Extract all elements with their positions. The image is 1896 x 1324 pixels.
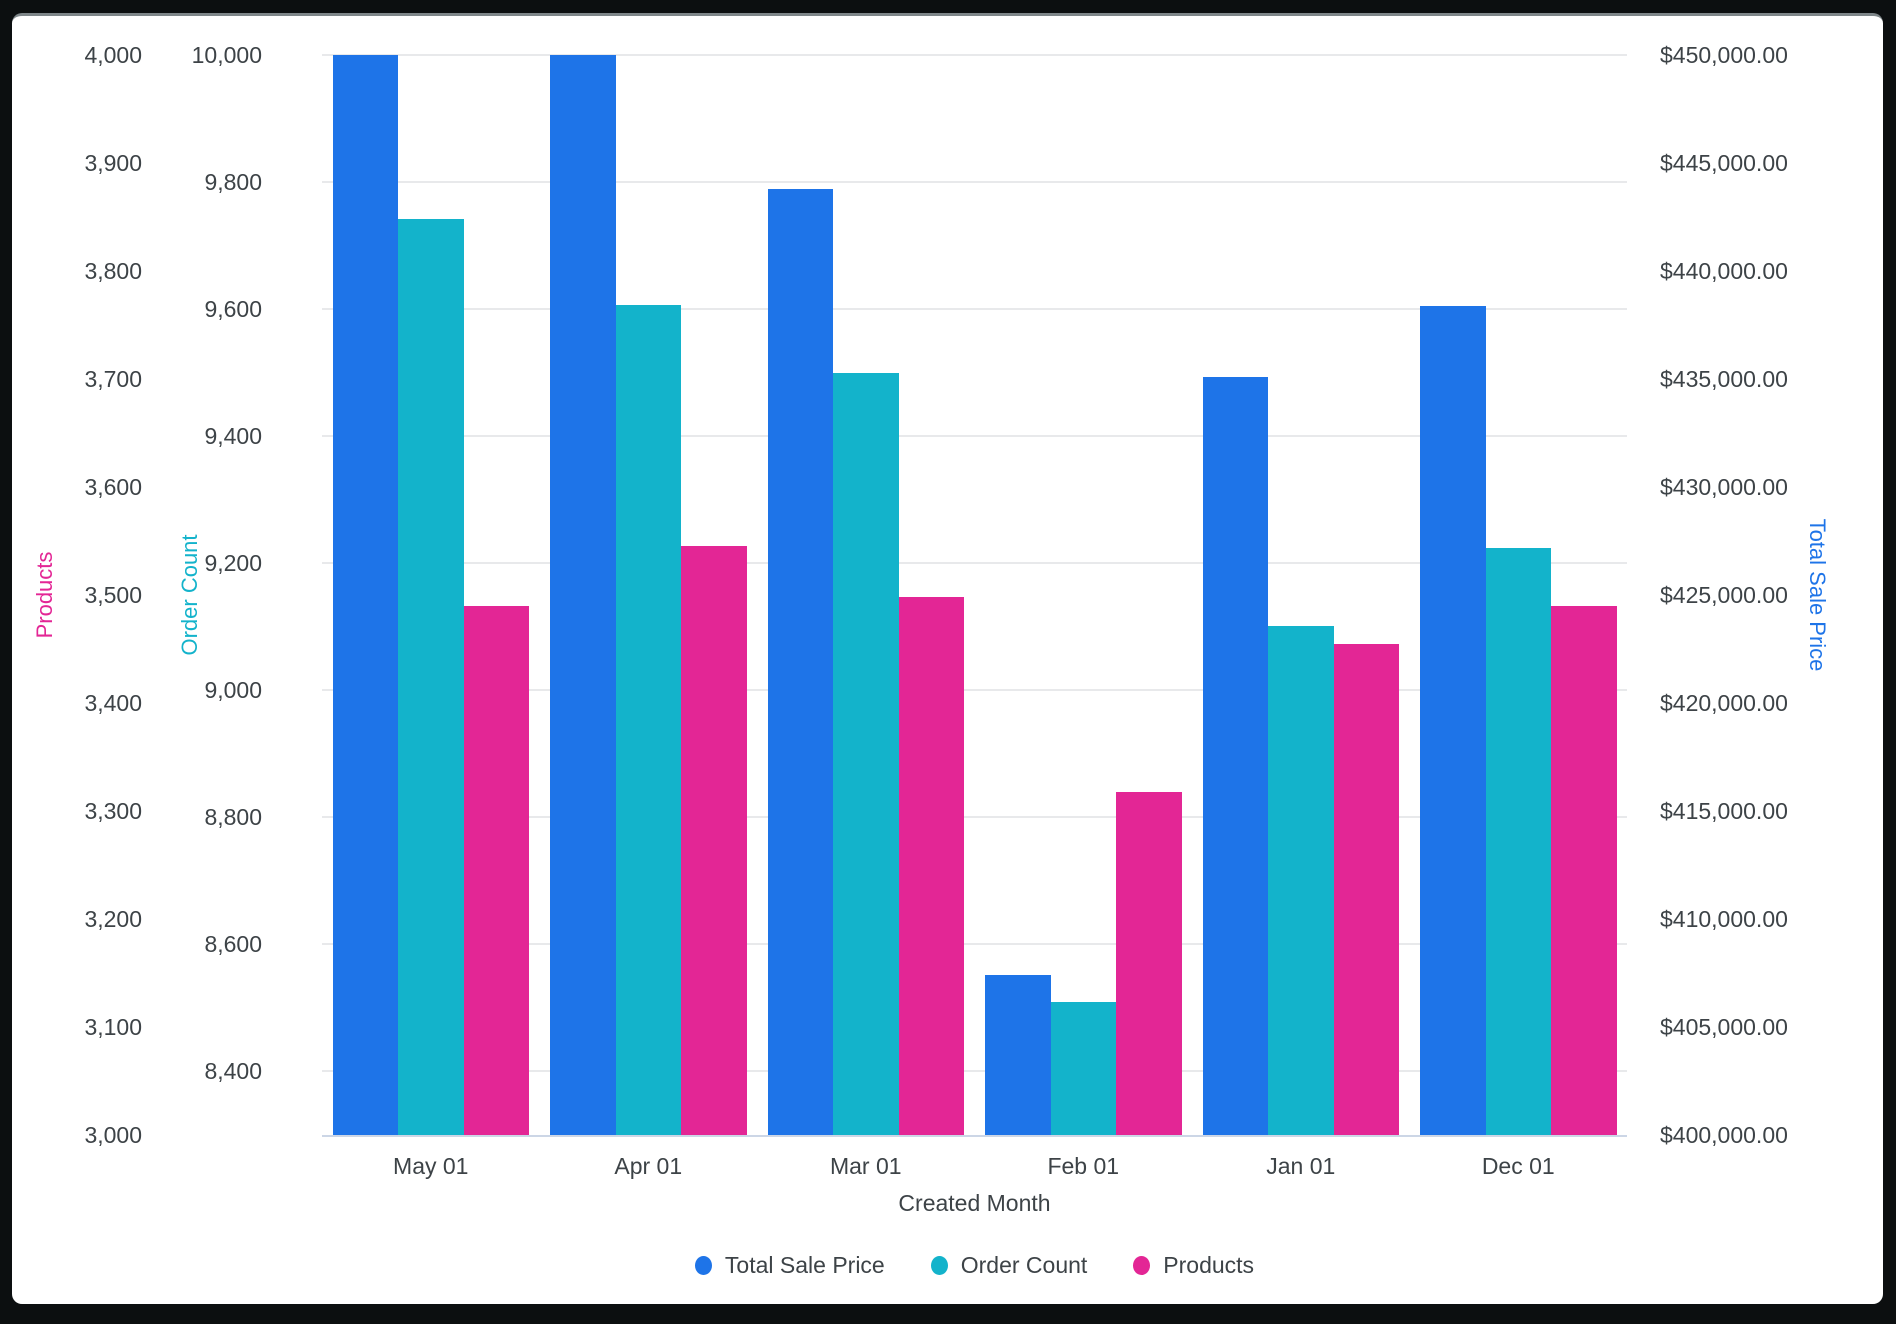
y-tick-label-total-sale-price: $400,000.00 — [1660, 1122, 1788, 1148]
legend: Total Sale Price Order Count Products — [322, 1252, 1627, 1279]
y-tick-label-products: 3,900 — [84, 150, 142, 176]
y-tick-label-order-count: 9,000 — [204, 677, 262, 704]
bar-total-sale-price-feb-01[interactable] — [985, 975, 1051, 1135]
y-tick-label-order-count: 9,200 — [204, 550, 262, 577]
y-tick-label-total-sale-price: $440,000.00 — [1660, 258, 1788, 284]
x-axis-title: Created Month — [898, 1190, 1051, 1216]
bar-total-sale-price-dec-01[interactable] — [1420, 305, 1486, 1135]
y-tick-label-products: 3,000 — [84, 1122, 142, 1148]
y-tick-label-products: 3,400 — [84, 690, 142, 716]
y-tick-label-order-count: 10,000 — [191, 42, 262, 68]
y-tick-label-products: 3,600 — [84, 474, 142, 500]
bar-total-sale-price-mar-01[interactable] — [767, 188, 833, 1135]
x-tick-label-mar-01: Mar 01 — [829, 1153, 902, 1179]
gridline — [322, 943, 1627, 946]
y-tick-label-total-sale-price: $450,000.00 — [1660, 42, 1788, 68]
y-tick-label-total-sale-price: $410,000.00 — [1660, 906, 1788, 932]
gridline — [322, 816, 1627, 819]
bar-total-sale-price-jan-01[interactable] — [1202, 376, 1268, 1135]
y-tick-label-products: 3,300 — [84, 798, 142, 824]
bar-order-count-feb-01[interactable] — [1050, 1001, 1116, 1135]
gridline — [322, 54, 1627, 56]
legend-label-products: Products — [1163, 1252, 1255, 1278]
x-tick-label-apr-01: Apr 01 — [614, 1153, 683, 1179]
y-tick-label-products: 3,800 — [84, 258, 142, 284]
legend-label-total-sale-price: Total Sale Price — [724, 1252, 885, 1278]
bar-products-mar-01[interactable] — [898, 597, 964, 1135]
legend-item-products[interactable]: Products — [1133, 1252, 1254, 1279]
y-tick-label-order-count: 8,800 — [204, 804, 262, 831]
x-tick-label-feb-01: Feb 01 — [1047, 1153, 1120, 1179]
y-tick-label-order-count: 8,600 — [204, 931, 262, 958]
y-tick-label-total-sale-price: $405,000.00 — [1660, 1014, 1788, 1040]
bar-order-count-apr-01[interactable] — [615, 305, 681, 1135]
bar-products-jan-01[interactable] — [1333, 643, 1399, 1135]
y-tick-label-total-sale-price: $425,000.00 — [1660, 582, 1788, 608]
y-tick-label-products: 3,200 — [84, 906, 142, 932]
x-tick-label-dec-01: Dec 01 — [1481, 1153, 1555, 1179]
legend-item-total-sale-price[interactable]: Total Sale Price — [694, 1252, 885, 1279]
gridline — [322, 562, 1627, 565]
gridline — [322, 308, 1627, 311]
bar-order-count-may-01[interactable] — [398, 218, 464, 1135]
y-tick-label-total-sale-price: $415,000.00 — [1660, 798, 1788, 824]
bar-order-count-mar-01[interactable] — [833, 372, 899, 1135]
gridline — [322, 1070, 1627, 1073]
x-tick-label-may-01: May 01 — [393, 1153, 469, 1179]
y-tick-label-products: 3,700 — [84, 366, 142, 392]
y-tick-label-order-count: 8,400 — [204, 1058, 262, 1085]
y-tick-label-total-sale-price: $430,000.00 — [1660, 474, 1788, 500]
gridline — [322, 181, 1627, 184]
y-tick-label-total-sale-price: $420,000.00 — [1660, 690, 1788, 716]
legend-item-order-count[interactable]: Order Count — [930, 1252, 1088, 1279]
y-tick-label-products: 3,100 — [84, 1014, 142, 1040]
y-tick-label-total-sale-price: $435,000.00 — [1660, 366, 1788, 392]
gridline — [322, 689, 1627, 692]
legend-swatch-total-sale-price — [694, 1256, 712, 1275]
bar-order-count-dec-01[interactable] — [1485, 547, 1551, 1135]
y-tick-label-products: 4,000 — [84, 42, 142, 68]
bar-products-apr-01[interactable] — [681, 546, 747, 1135]
y-tick-label-order-count: 9,800 — [204, 169, 262, 196]
legend-swatch-order-count — [930, 1256, 948, 1275]
y-tick-label-order-count: 9,400 — [204, 423, 262, 450]
legend-label-order-count: Order Count — [960, 1252, 1088, 1278]
y-tick-label-order-count: 9,600 — [204, 296, 262, 323]
bar-total-sale-price-apr-01[interactable] — [550, 55, 616, 1135]
legend-swatch-products — [1133, 1256, 1151, 1275]
bar-products-feb-01[interactable] — [1116, 791, 1182, 1135]
bar-order-count-jan-01[interactable] — [1268, 626, 1334, 1135]
y-tick-label-total-sale-price: $445,000.00 — [1660, 150, 1788, 176]
x-axis-line — [322, 1135, 1627, 1137]
bar-total-sale-price-may-01[interactable] — [332, 55, 398, 1135]
bar-products-dec-01[interactable] — [1551, 605, 1617, 1135]
y-tick-label-products: 3,500 — [84, 582, 142, 608]
x-tick-label-jan-01: Jan 01 — [1266, 1153, 1336, 1179]
bar-products-may-01[interactable] — [463, 605, 529, 1135]
gridline — [322, 435, 1627, 438]
